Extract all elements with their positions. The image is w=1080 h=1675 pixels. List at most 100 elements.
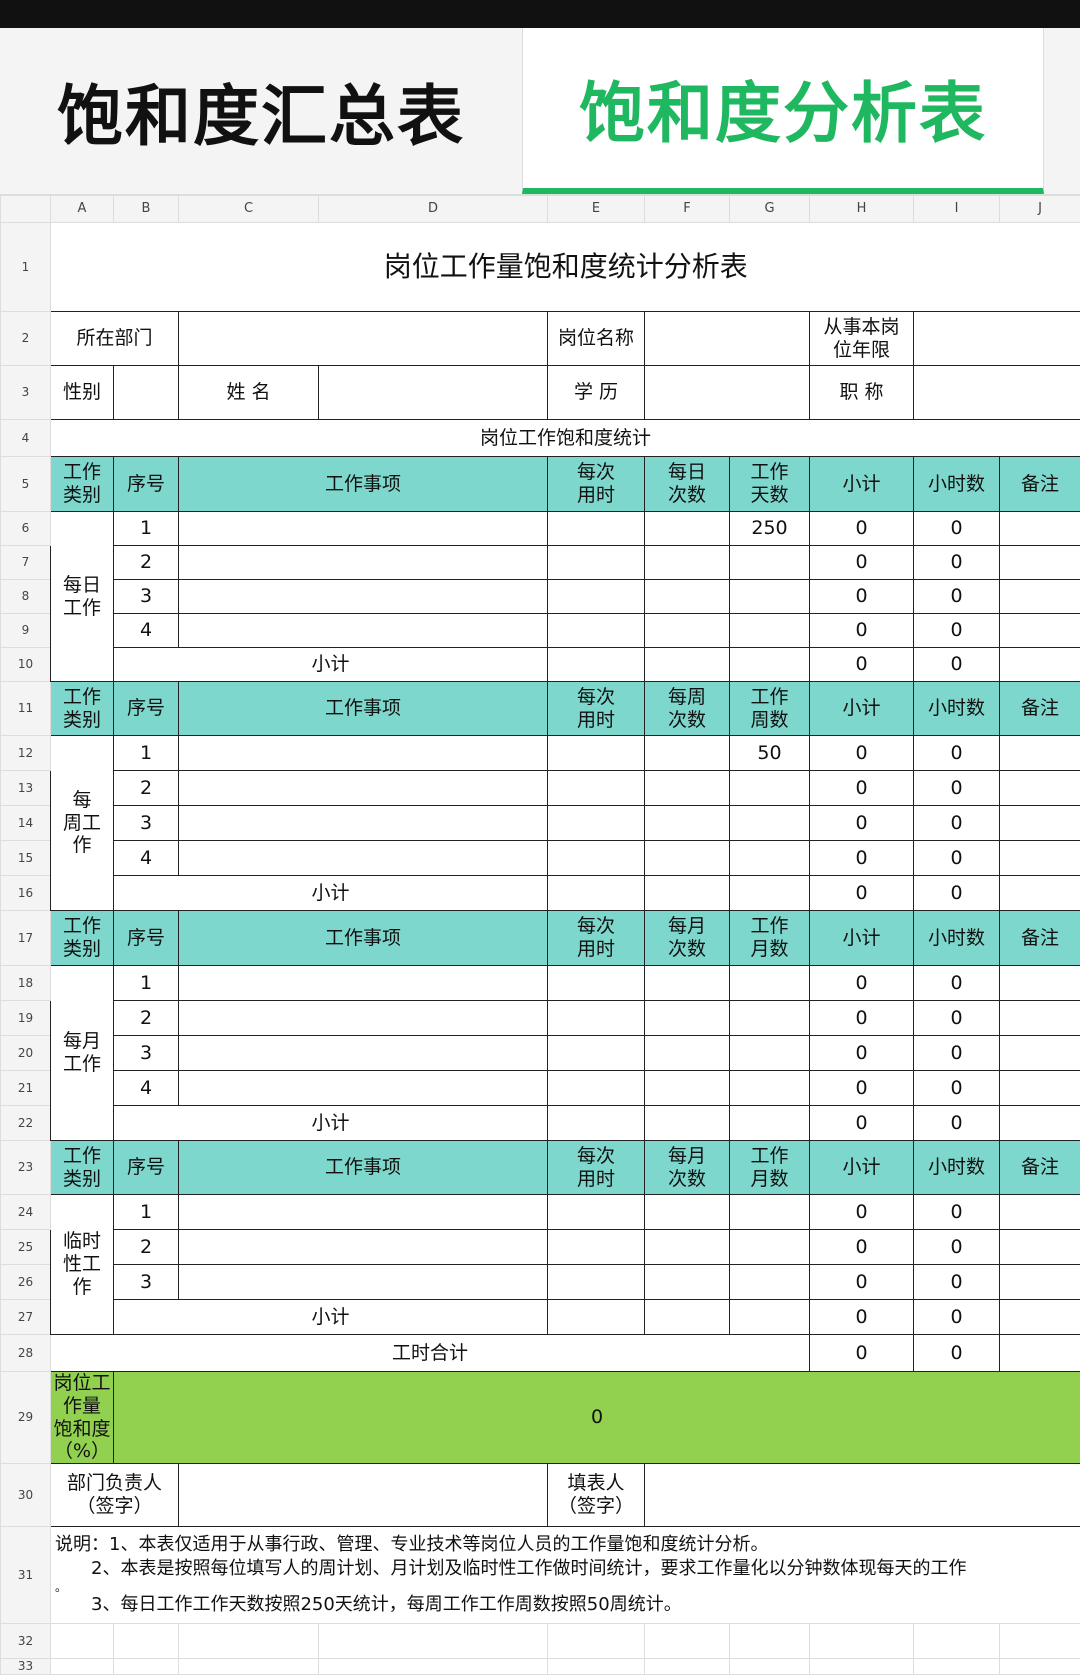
period-cell[interactable] [730, 841, 810, 876]
work-item-cell[interactable] [179, 580, 548, 614]
tab-analysis[interactable]: 饱和度分析表 [522, 28, 1044, 194]
subtotal-cell[interactable]: 0 [810, 1071, 914, 1106]
time-cell[interactable] [548, 771, 645, 806]
remark-cell[interactable] [1000, 1195, 1080, 1230]
empty-cell[interactable] [319, 1624, 548, 1659]
subtotal-cell[interactable]: 0 [810, 1265, 914, 1300]
hours-cell[interactable]: 0 [914, 1106, 1000, 1141]
empty-cell[interactable] [114, 1659, 179, 1674]
work-item-cell[interactable] [179, 512, 548, 546]
section-header-cell[interactable]: 工作事项 [179, 911, 548, 966]
seq-cell[interactable]: 2 [114, 546, 179, 580]
remark-cell[interactable] [1000, 841, 1080, 876]
work-item-cell[interactable] [179, 1036, 548, 1071]
period-cell[interactable] [730, 966, 810, 1001]
section-header-cell[interactable]: 工作事项 [179, 682, 548, 736]
period-cell[interactable]: 50 [730, 736, 810, 771]
row-number[interactable]: 33 [1, 1659, 51, 1674]
hours-cell[interactable]: 0 [914, 546, 1000, 580]
label-education[interactable]: 学 历 [548, 366, 645, 420]
work-item-cell[interactable] [179, 736, 548, 771]
empty-cell[interactable] [51, 1624, 114, 1659]
category-cell[interactable]: 每月 工作 [51, 966, 114, 1141]
row-number[interactable]: 22 [1, 1106, 51, 1141]
label-gender[interactable]: 性别 [51, 366, 114, 420]
empty-cell[interactable] [730, 1624, 810, 1659]
count-cell[interactable] [645, 1265, 730, 1300]
count-cell[interactable] [645, 1036, 730, 1071]
row-number[interactable]: 25 [1, 1230, 51, 1265]
hours-cell[interactable]: 0 [914, 841, 1000, 876]
seq-cell[interactable]: 2 [114, 1001, 179, 1036]
empty-cell[interactable] [645, 1624, 730, 1659]
period-cell[interactable] [730, 546, 810, 580]
section-title[interactable]: 岗位工作饱和度统计 [51, 420, 1080, 457]
row-number[interactable]: 19 [1, 1001, 51, 1036]
count-cell[interactable] [645, 736, 730, 771]
row-number[interactable]: 9 [1, 614, 51, 648]
hours-cell[interactable]: 0 [914, 1230, 1000, 1265]
section-header-cell[interactable]: 每次 用时 [548, 911, 645, 966]
label-name[interactable]: 姓 名 [179, 366, 319, 420]
count-cell[interactable] [645, 1230, 730, 1265]
saturation-label[interactable]: 岗位工作量 饱和度（%） [51, 1372, 114, 1464]
subtotal-cell[interactable]: 0 [810, 1300, 914, 1335]
work-item-cell[interactable] [179, 966, 548, 1001]
count-cell[interactable] [645, 1001, 730, 1036]
remark-cell[interactable] [1000, 966, 1080, 1001]
row-number[interactable]: 6 [1, 512, 51, 546]
subtotal-cell[interactable]: 0 [810, 966, 914, 1001]
section-header-cell[interactable]: 备注 [1000, 457, 1080, 512]
section-header-cell[interactable]: 工作 月数 [730, 911, 810, 966]
section-header-cell[interactable]: 小计 [810, 911, 914, 966]
row-number[interactable]: 4 [1, 420, 51, 457]
time-cell[interactable] [548, 841, 645, 876]
cell[interactable] [548, 1106, 645, 1141]
row-number[interactable]: 17 [1, 911, 51, 966]
seq-cell[interactable]: 1 [114, 966, 179, 1001]
section-header-cell[interactable]: 工作事项 [179, 1141, 548, 1195]
row-number[interactable]: 13 [1, 771, 51, 806]
work-item-cell[interactable] [179, 771, 548, 806]
section-header-cell[interactable]: 备注 [1000, 1141, 1080, 1195]
subtotal-cell[interactable]: 0 [810, 512, 914, 546]
section-header-cell[interactable]: 工作 类别 [51, 911, 114, 966]
seq-cell[interactable]: 4 [114, 1071, 179, 1106]
section-header-cell[interactable]: 序号 [114, 1141, 179, 1195]
row-number[interactable]: 20 [1, 1036, 51, 1071]
count-cell[interactable] [645, 806, 730, 841]
period-cell[interactable] [730, 1001, 810, 1036]
hours-cell[interactable]: 0 [914, 580, 1000, 614]
work-item-cell[interactable] [179, 1265, 548, 1300]
subtotal-cell[interactable]: 0 [810, 546, 914, 580]
cell[interactable] [730, 1300, 810, 1335]
input-name[interactable] [319, 366, 548, 420]
empty-cell[interactable] [1000, 1624, 1080, 1659]
seq-cell[interactable]: 1 [114, 736, 179, 771]
seq-cell[interactable]: 3 [114, 806, 179, 841]
section-header-cell[interactable]: 小时数 [914, 911, 1000, 966]
row-number[interactable]: 8 [1, 580, 51, 614]
row-number[interactable]: 1 [1, 223, 51, 312]
section-header-cell[interactable]: 工作 周数 [730, 682, 810, 736]
subtotal-label[interactable]: 小计 [114, 648, 548, 682]
time-cell[interactable] [548, 806, 645, 841]
empty-cell[interactable] [810, 1624, 914, 1659]
subtotal-cell[interactable]: 0 [810, 614, 914, 648]
cell[interactable] [645, 1300, 730, 1335]
empty-cell[interactable] [548, 1659, 645, 1674]
count-cell[interactable] [645, 546, 730, 580]
select-all-corner[interactable] [1, 196, 51, 223]
notes-cell[interactable]: 说明：1、本表仅适用于从事行政、管理、专业技术等岗位人员的工作量饱和度统计分析。… [51, 1527, 1080, 1624]
seq-cell[interactable]: 3 [114, 1265, 179, 1300]
section-header-cell[interactable]: 工作 类别 [51, 682, 114, 736]
hours-cell[interactable]: 0 [914, 1300, 1000, 1335]
cell[interactable] [645, 876, 730, 911]
section-header-cell[interactable]: 每周 次数 [645, 682, 730, 736]
row-number[interactable]: 29 [1, 1372, 51, 1464]
hours-cell[interactable]: 0 [914, 1036, 1000, 1071]
remark-cell[interactable] [1000, 1071, 1080, 1106]
column-header[interactable]: H [810, 196, 914, 223]
row-number[interactable]: 16 [1, 876, 51, 911]
label-department[interactable]: 所在部门 [51, 312, 179, 366]
